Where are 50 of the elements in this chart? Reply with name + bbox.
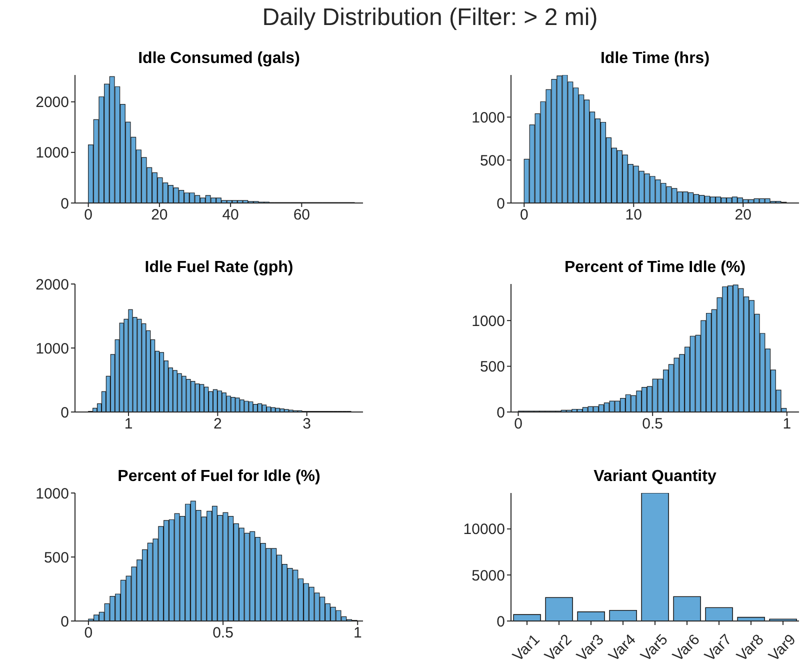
- x-tick-label: Var1: [510, 631, 544, 665]
- y-tick-label: 500: [480, 358, 505, 376]
- chart-title: Percent of Fuel for Idle (%): [116, 468, 322, 486]
- chart-title: Variant Quantity: [592, 468, 718, 486]
- y-tick-label: 1000: [36, 485, 69, 502]
- x-tick-label: Var7: [702, 631, 736, 665]
- x-tick-label: 1: [124, 416, 133, 433]
- x-tick-label: 2: [213, 416, 222, 433]
- x-tick-label: 0.5: [642, 416, 664, 433]
- x-tick-label: Var6: [670, 631, 704, 665]
- y-tick-label: 1000: [472, 312, 505, 330]
- chart-title: Idle Time (hrs): [599, 50, 711, 68]
- x-tick-label: Var4: [606, 631, 640, 665]
- text: Daily Distribution (Filter: > 2 mi): [261, 4, 599, 32]
- y-tick-label: 2000: [36, 276, 69, 294]
- y-tick-label: 0: [496, 404, 505, 422]
- y-tick-label: 0: [60, 195, 69, 212]
- x-tick-label: 1: [353, 624, 362, 642]
- y-tick-label: 5000: [472, 567, 505, 584]
- chart-title: Idle Consumed (gals): [137, 50, 301, 68]
- y-tick-label: 500: [44, 549, 69, 566]
- x-tick-label: 0: [84, 206, 93, 224]
- x-tick-label: 0: [84, 624, 93, 642]
- x-tick-label: 40: [222, 206, 239, 224]
- x-tick-label: Var2: [542, 631, 576, 665]
- x-tick-label: 0: [520, 206, 528, 224]
- x-tick-label: 0: [514, 416, 522, 433]
- y-tick-label: 2000: [36, 94, 69, 112]
- x-tick-label: 0.5: [212, 624, 234, 642]
- x-tick-label: Var5: [638, 631, 672, 665]
- y-tick-label: 1000: [36, 340, 69, 358]
- x-tick-label: 10: [625, 206, 642, 224]
- y-tick-label: 0: [496, 195, 505, 212]
- y-tick-label: 10000: [463, 521, 505, 538]
- y-tick-label: 0: [60, 613, 69, 630]
- y-tick-label: 0: [60, 404, 69, 422]
- y-tick-label: 0: [496, 613, 505, 630]
- x-tick-label: 20: [151, 206, 168, 224]
- x-tick-label: 1: [782, 416, 792, 433]
- y-tick-label: 1000: [472, 109, 505, 126]
- x-tick-label: 60: [293, 206, 310, 224]
- chart-title: Percent of Time Idle (%): [563, 259, 747, 277]
- x-tick-label: Var8: [734, 631, 768, 665]
- x-tick-label: Var9: [766, 631, 800, 665]
- chart-title: Idle Fuel Rate (gph): [144, 259, 294, 277]
- y-tick-label: 500: [480, 152, 505, 170]
- x-tick-label: Var3: [574, 631, 608, 665]
- x-tick-label: 20: [734, 206, 752, 224]
- y-tick-label: 1000: [36, 144, 69, 162]
- x-tick-label: 3: [302, 416, 311, 433]
